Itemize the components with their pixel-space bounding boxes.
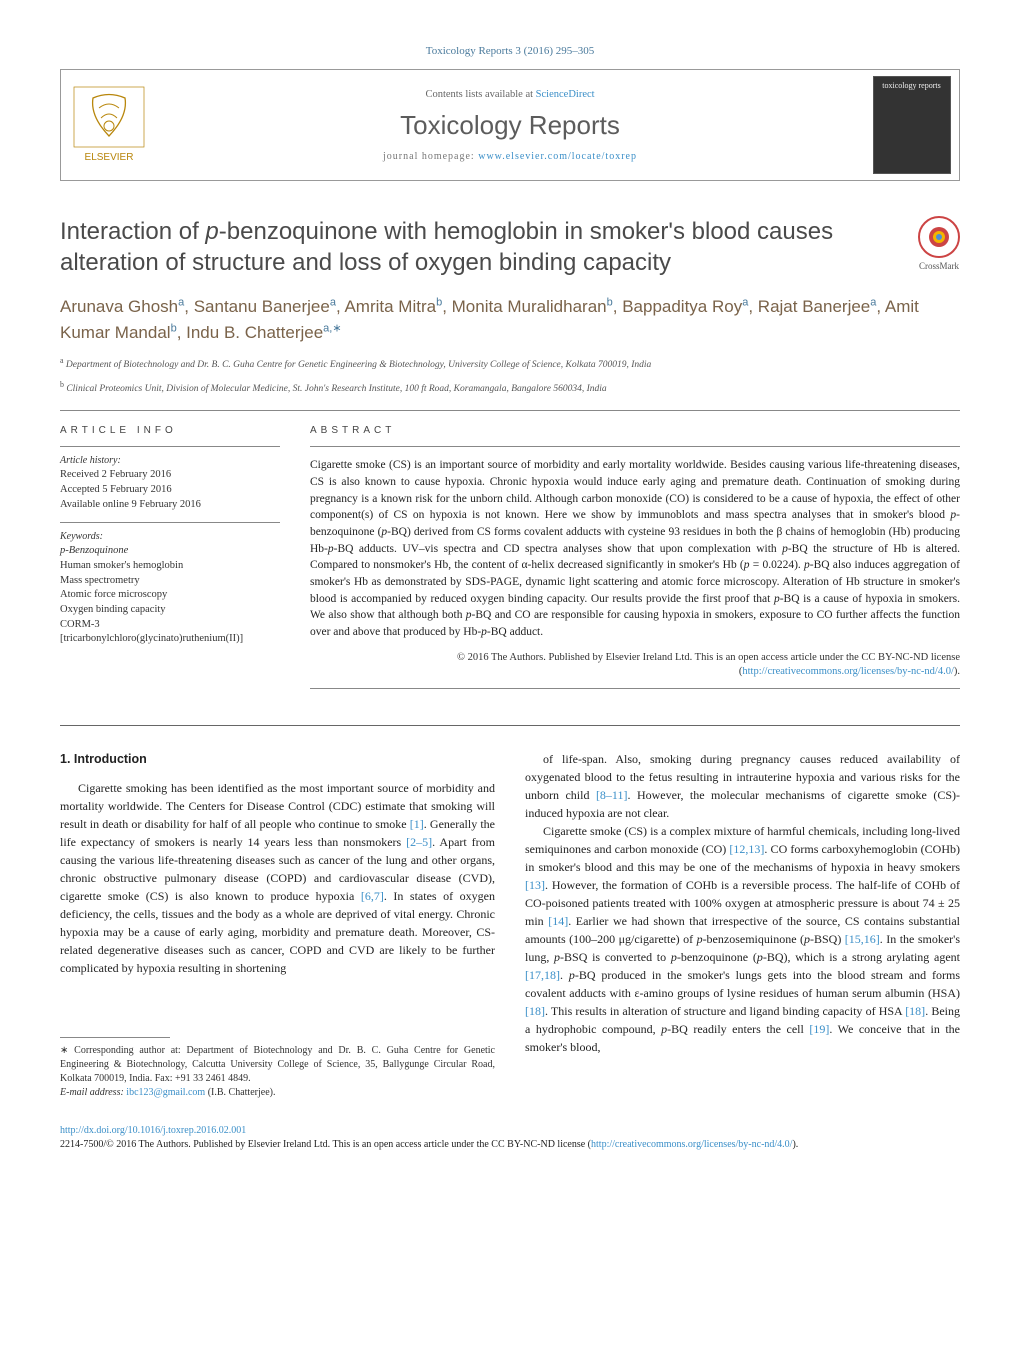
keyword: Oxygen binding capacity [60,603,280,618]
info-abstract-row: ARTICLE INFO Article history: Received 2… [60,425,960,703]
rule [60,522,280,523]
doi-link[interactable]: http://dx.doi.org/10.1016/j.toxrep.2016.… [60,1125,246,1136]
rule [310,446,960,447]
history-accepted: Accepted 5 February 2016 [60,483,280,498]
abstract-copyright: © 2016 The Authors. Published by Elsevie… [310,651,960,680]
license-link[interactable]: http://creativecommons.org/licenses/by-n… [742,666,954,677]
title-row: Interaction of p-benzoquinone with hemog… [60,216,960,278]
article-info: ARTICLE INFO Article history: Received 2… [60,425,280,703]
contents-text: Contents lists available at [425,89,535,100]
svg-text:ELSEVIER: ELSEVIER [84,152,133,163]
history-label: Article history: [60,455,280,466]
info-heading: ARTICLE INFO [60,425,280,436]
homepage-prefix: journal homepage: [383,151,478,162]
history-online: Available online 9 February 2016 [60,498,280,513]
journal-header: ELSEVIER Contents lists available at Sci… [60,69,960,181]
keyword: Human smoker's hemoglobin [60,559,280,574]
homepage-line: journal homepage: www.elsevier.com/locat… [166,151,854,162]
affiliations: a Department of Biotechnology and Dr. B.… [60,355,960,396]
body-paragraph: of life-span. Also, smoking during pregn… [525,750,960,822]
page-footer: http://dx.doi.org/10.1016/j.toxrep.2016.… [60,1124,960,1152]
issn-line: 2214-7500/© 2016 The Authors. Published … [60,1138,960,1152]
keyword: p-Benzoquinone [60,544,280,559]
publisher-logo-cell: ELSEVIER [61,70,156,180]
affiliation-b: b Clinical Proteomics Unit, Division of … [60,379,960,396]
rule [60,410,960,411]
rule [60,446,280,447]
body-paragraph: Cigarette smoke (CS) is a complex mixtur… [525,822,960,1056]
journal-name: Toxicology Reports [166,110,854,141]
abstract-text: Cigarette smoke (CS) is an important sou… [310,457,960,640]
crossmark-label: CrossMark [919,261,959,271]
body-paragraph: Cigarette smoking has been identified as… [60,779,495,977]
elsevier-logo: ELSEVIER [73,86,145,164]
sciencedirect-link[interactable]: ScienceDirect [536,89,595,100]
journal-reference: Toxicology Reports 3 (2016) 295–305 [60,45,960,57]
abstract: ABSTRACT Cigarette smoke (CS) is an impo… [310,425,960,703]
corresponding-footnote: ∗ Corresponding author at: Department of… [60,1044,495,1100]
article-title: Interaction of p-benzoquinone with hemog… [60,216,898,278]
corr-email-line: E-mail address: ibc123@gmail.com (I.B. C… [60,1086,495,1100]
title-block: Interaction of p-benzoquinone with hemog… [60,216,898,278]
abstract-heading: ABSTRACT [310,425,960,436]
footnote-rule [60,1037,170,1038]
affiliation-a: a Department of Biotechnology and Dr. B.… [60,355,960,372]
journal-cover-thumb: toxicology reports [873,76,951,174]
history-received: Received 2 February 2016 [60,468,280,483]
license-link[interactable]: http://creativecommons.org/licenses/by-n… [591,1139,792,1150]
keyword: Atomic force microscopy [60,588,280,603]
rule [310,688,960,689]
authors: Arunava Ghosha, Santanu Banerjeea, Amrit… [60,294,960,345]
cover-label: toxicology reports [878,81,946,90]
corr-address: ∗ Corresponding author at: Department of… [60,1044,495,1086]
crossmark-icon [918,216,960,258]
email-link[interactable]: ibc123@gmail.com [126,1087,205,1098]
keyword: CORM-3 [tricarbonylchloro(glycinato)ruth… [60,618,280,647]
crossmark[interactable]: CrossMark [918,216,960,271]
keywords-label: Keywords: [60,531,280,542]
homepage-link[interactable]: www.elsevier.com/locate/toxrep [478,151,637,162]
keyword: Mass spectrometry [60,574,280,589]
section-rule [60,725,960,726]
contents-line: Contents lists available at ScienceDirec… [166,89,854,100]
section-heading: 1. Introduction [60,750,495,769]
cover-thumb-cell: toxicology reports [864,70,959,180]
body-text: 1. Introduction Cigarette smoking has be… [60,750,960,1100]
header-center: Contents lists available at ScienceDirec… [156,70,864,180]
